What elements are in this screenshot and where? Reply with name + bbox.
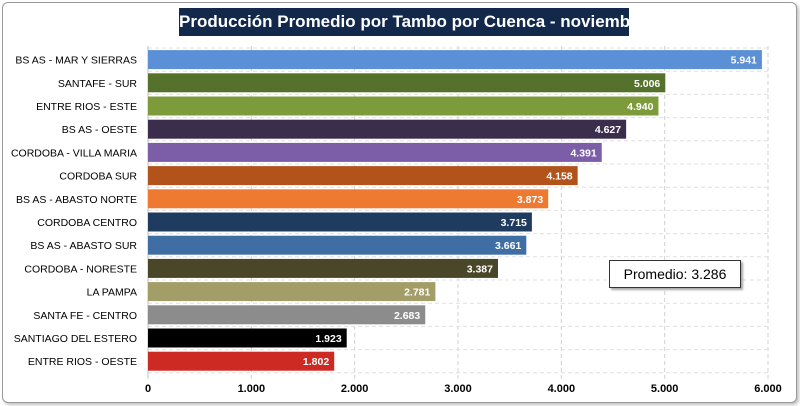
category-label: CORDOBA SUR — [59, 171, 137, 183]
category-label: ENTRE RIOS - OESTE — [28, 356, 137, 368]
category-label: LA PAMPA — [87, 287, 137, 299]
bar — [148, 73, 666, 93]
bar — [148, 282, 436, 302]
bar — [148, 235, 527, 255]
x-tick-label: 3.000 — [444, 383, 472, 395]
bar — [148, 50, 762, 70]
value-label: 2.781 — [404, 287, 430, 299]
bar — [148, 96, 659, 116]
value-label: 3.387 — [467, 263, 493, 275]
category-label: SANTIAGO DEL ESTERO — [14, 333, 137, 345]
category-label: BS AS - MAR Y SIERRAS — [15, 55, 137, 67]
bar — [148, 212, 532, 232]
category-label: BS AS - ABASTO SUR — [30, 240, 137, 252]
x-tick-label: 1.000 — [238, 383, 266, 395]
value-label: 5.941 — [731, 55, 757, 67]
value-label: 1.923 — [315, 333, 341, 345]
value-label: 4.940 — [627, 101, 653, 113]
category-label: CORDOBA - VILLA MARIA — [11, 147, 137, 159]
category-label: SANTA FE - CENTRO — [33, 310, 137, 322]
value-label: 2.683 — [394, 310, 420, 322]
value-label: 1.802 — [303, 356, 329, 368]
x-tick-label: 2.000 — [341, 383, 369, 395]
category-label: BS AS - ABASTO NORTE — [16, 194, 137, 206]
value-label: 3.661 — [495, 240, 521, 252]
bar — [148, 258, 498, 278]
category-label: BS AS - OESTE — [62, 124, 137, 136]
category-label: SANTAFE - SUR — [58, 78, 138, 90]
category-label: CORDOBA - NORESTE — [24, 263, 137, 275]
chart-title: Producción Promedio por Tambo por Cuenca… — [179, 8, 689, 36]
bar — [148, 328, 347, 348]
value-label: 4.158 — [546, 171, 572, 183]
value-label: 3.873 — [517, 194, 543, 206]
category-label: CORDOBA CENTRO — [37, 217, 137, 229]
x-tick-label: 4.000 — [548, 383, 576, 395]
x-tick-label: 0 — [145, 383, 151, 395]
category-label: ENTRE RIOS - ESTE — [36, 101, 137, 113]
average-annotation: Promedio: 3.286 — [609, 260, 741, 288]
bar — [148, 119, 627, 139]
value-label: 3.715 — [501, 217, 527, 229]
bar — [148, 166, 578, 186]
x-tick-label: 5.000 — [651, 383, 679, 395]
value-label: 5.006 — [634, 78, 660, 90]
bar — [148, 142, 602, 162]
value-label: 4.627 — [595, 124, 621, 136]
bar — [148, 305, 426, 325]
x-tick-label: 6.000 — [754, 383, 782, 395]
value-label: 4.391 — [570, 147, 596, 159]
bar — [148, 189, 549, 209]
bar — [148, 351, 335, 371]
